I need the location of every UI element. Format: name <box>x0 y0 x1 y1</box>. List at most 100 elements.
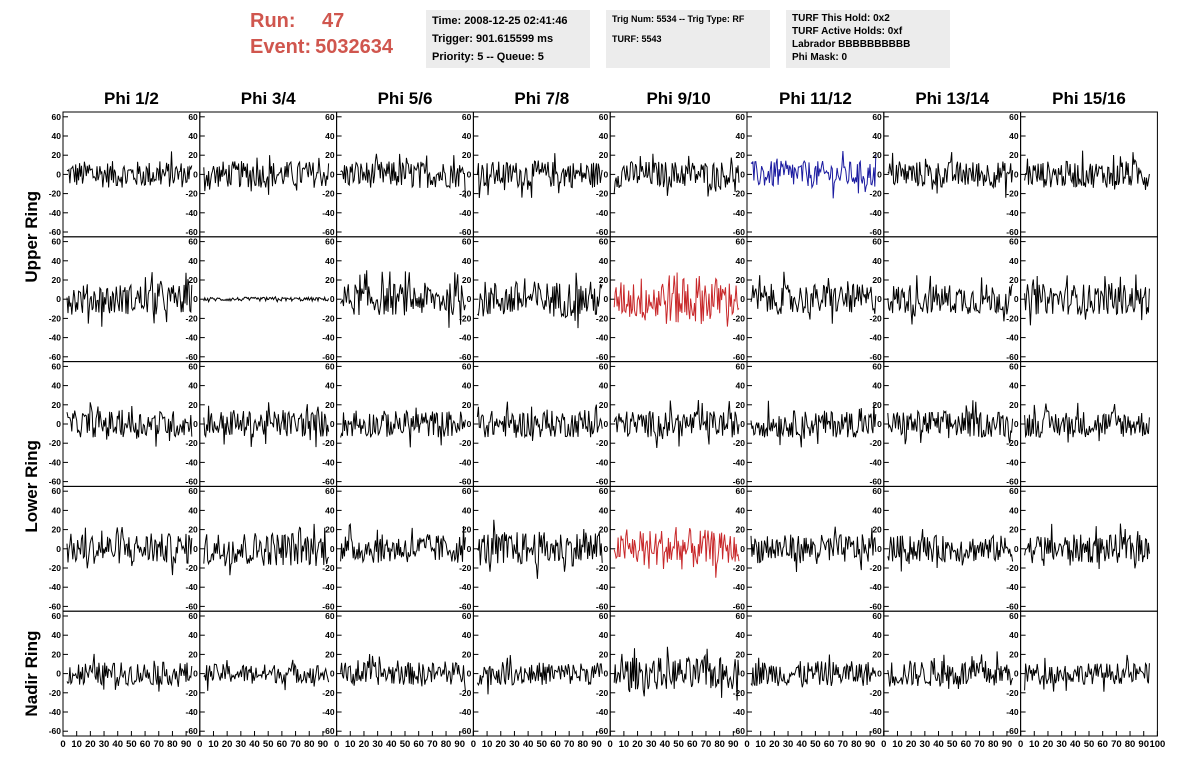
y-tick-label: 60 <box>52 361 62 371</box>
waveform-trace <box>66 527 193 576</box>
y-tick-label: -40 <box>49 457 62 467</box>
y-tick-label: 40 <box>736 256 746 266</box>
y-tick-label: 0 <box>193 544 198 554</box>
y-tick-label: 40 <box>872 256 882 266</box>
y-tick-label: 60 <box>1009 611 1019 621</box>
y-tick-label: 40 <box>736 131 746 141</box>
y-tick-label: -20 <box>322 189 335 199</box>
y-tick-label: 60 <box>325 112 335 122</box>
y-tick-label: -40 <box>870 707 883 717</box>
y-tick-label: 20 <box>52 649 62 659</box>
y-tick-label: 20 <box>52 400 62 410</box>
y-tick-label: 40 <box>52 630 62 640</box>
x-tick-label: 10 <box>208 739 219 750</box>
x-tick-label: 10 <box>71 739 82 750</box>
y-tick-label: -60 <box>596 726 609 736</box>
y-tick-label: 20 <box>736 400 746 410</box>
y-tick-label: -40 <box>49 582 62 592</box>
y-tick-label: 60 <box>872 611 882 621</box>
y-tick-label: 0 <box>1014 544 1019 554</box>
y-tick-label: -60 <box>186 227 199 237</box>
y-tick-label: -20 <box>49 563 62 573</box>
y-tick-label: -40 <box>1006 707 1019 717</box>
waveform-trace <box>750 526 877 573</box>
y-tick-label: 60 <box>1009 112 1019 122</box>
column-header: Phi 1/2 <box>104 89 159 108</box>
y-tick-label: 0 <box>330 169 335 179</box>
y-tick-label: -20 <box>870 563 883 573</box>
y-tick-label: -20 <box>596 313 609 323</box>
x-tick-label: 70 <box>1111 739 1122 750</box>
y-tick-label: -40 <box>596 208 609 218</box>
y-tick-label: 0 <box>1014 169 1019 179</box>
x-tick-label: 60 <box>140 739 151 750</box>
y-tick-label: 60 <box>188 611 198 621</box>
y-tick-label: 0 <box>1014 294 1019 304</box>
x-tick-label: 10 <box>482 739 493 750</box>
y-tick-label: 40 <box>188 256 198 266</box>
y-tick-label: -60 <box>596 227 609 237</box>
y-tick-label: -60 <box>1006 601 1019 611</box>
x-tick-label: 80 <box>714 739 725 750</box>
y-tick-label: -40 <box>596 582 609 592</box>
y-tick-label: 60 <box>188 112 198 122</box>
y-tick-label: -60 <box>733 726 746 736</box>
y-tick-label: -60 <box>459 726 472 736</box>
x-tick-label: 50 <box>947 739 958 750</box>
column-header: Phi 7/8 <box>514 89 569 108</box>
y-tick-label: 40 <box>1009 381 1019 391</box>
priority-text: Priority: 5 -- Queue: 5 <box>432 51 544 63</box>
y-tick-label: 40 <box>325 630 335 640</box>
y-tick-label: -60 <box>596 352 609 362</box>
y-tick-label: 60 <box>736 237 746 247</box>
y-tick-label: 60 <box>736 112 746 122</box>
y-tick-label: -20 <box>596 688 609 698</box>
trig-num-text: Trig Num: 5534 -- Trig Type: RF <box>612 14 745 24</box>
y-tick-label: -40 <box>322 333 335 343</box>
y-tick-label: -20 <box>1006 313 1019 323</box>
y-tick-label: 40 <box>462 131 472 141</box>
turf-hold-text: TURF This Hold: 0x2 <box>792 13 890 24</box>
y-tick-label: 40 <box>188 505 198 515</box>
y-tick-label: -60 <box>186 726 199 736</box>
y-tick-label: -60 <box>596 601 609 611</box>
y-tick-label: 20 <box>599 275 609 285</box>
y-tick-label: -40 <box>459 457 472 467</box>
y-tick-label: 60 <box>325 611 335 621</box>
y-tick-label: -60 <box>733 601 746 611</box>
x-tick-label: 70 <box>427 739 438 750</box>
y-tick-label: -20 <box>459 313 472 323</box>
y-tick-label: 60 <box>188 237 198 247</box>
turf-text: TURF: 5543 <box>612 34 662 44</box>
y-tick-label: -20 <box>322 688 335 698</box>
y-tick-label: 20 <box>599 400 609 410</box>
y-tick-label: 20 <box>1009 525 1019 535</box>
x-tick-label: 50 <box>400 739 411 750</box>
y-tick-label: 60 <box>52 611 62 621</box>
y-tick-label: 20 <box>462 275 472 285</box>
y-tick-label: 0 <box>1014 419 1019 429</box>
turf-box: TURF This Hold: 0x2 TURF Active Holds: 0… <box>786 10 950 68</box>
waveform-trace <box>476 654 603 695</box>
x-tick-label: 30 <box>783 739 794 750</box>
run-label: Run: <box>250 10 296 32</box>
y-tick-label: 0 <box>330 544 335 554</box>
y-tick-label: 20 <box>599 525 609 535</box>
y-tick-label: -40 <box>459 333 472 343</box>
y-tick-label: 40 <box>188 131 198 141</box>
y-tick-label: -40 <box>49 208 62 218</box>
waveform-trace <box>203 295 330 304</box>
y-tick-label: 20 <box>52 150 62 160</box>
y-tick-label: 0 <box>740 294 745 304</box>
y-tick-label: -60 <box>459 477 472 487</box>
x-tick-label: 40 <box>1070 739 1081 750</box>
y-tick-label: -60 <box>322 726 335 736</box>
x-tick-label: 60 <box>961 739 972 750</box>
y-tick-label: -60 <box>459 352 472 362</box>
y-tick-label: -60 <box>733 352 746 362</box>
y-tick-label: -60 <box>459 601 472 611</box>
y-tick-label: 0 <box>467 419 472 429</box>
waveform-trace <box>887 152 1014 198</box>
column-header: Phi 11/12 <box>779 89 852 108</box>
y-tick-label: 40 <box>188 630 198 640</box>
